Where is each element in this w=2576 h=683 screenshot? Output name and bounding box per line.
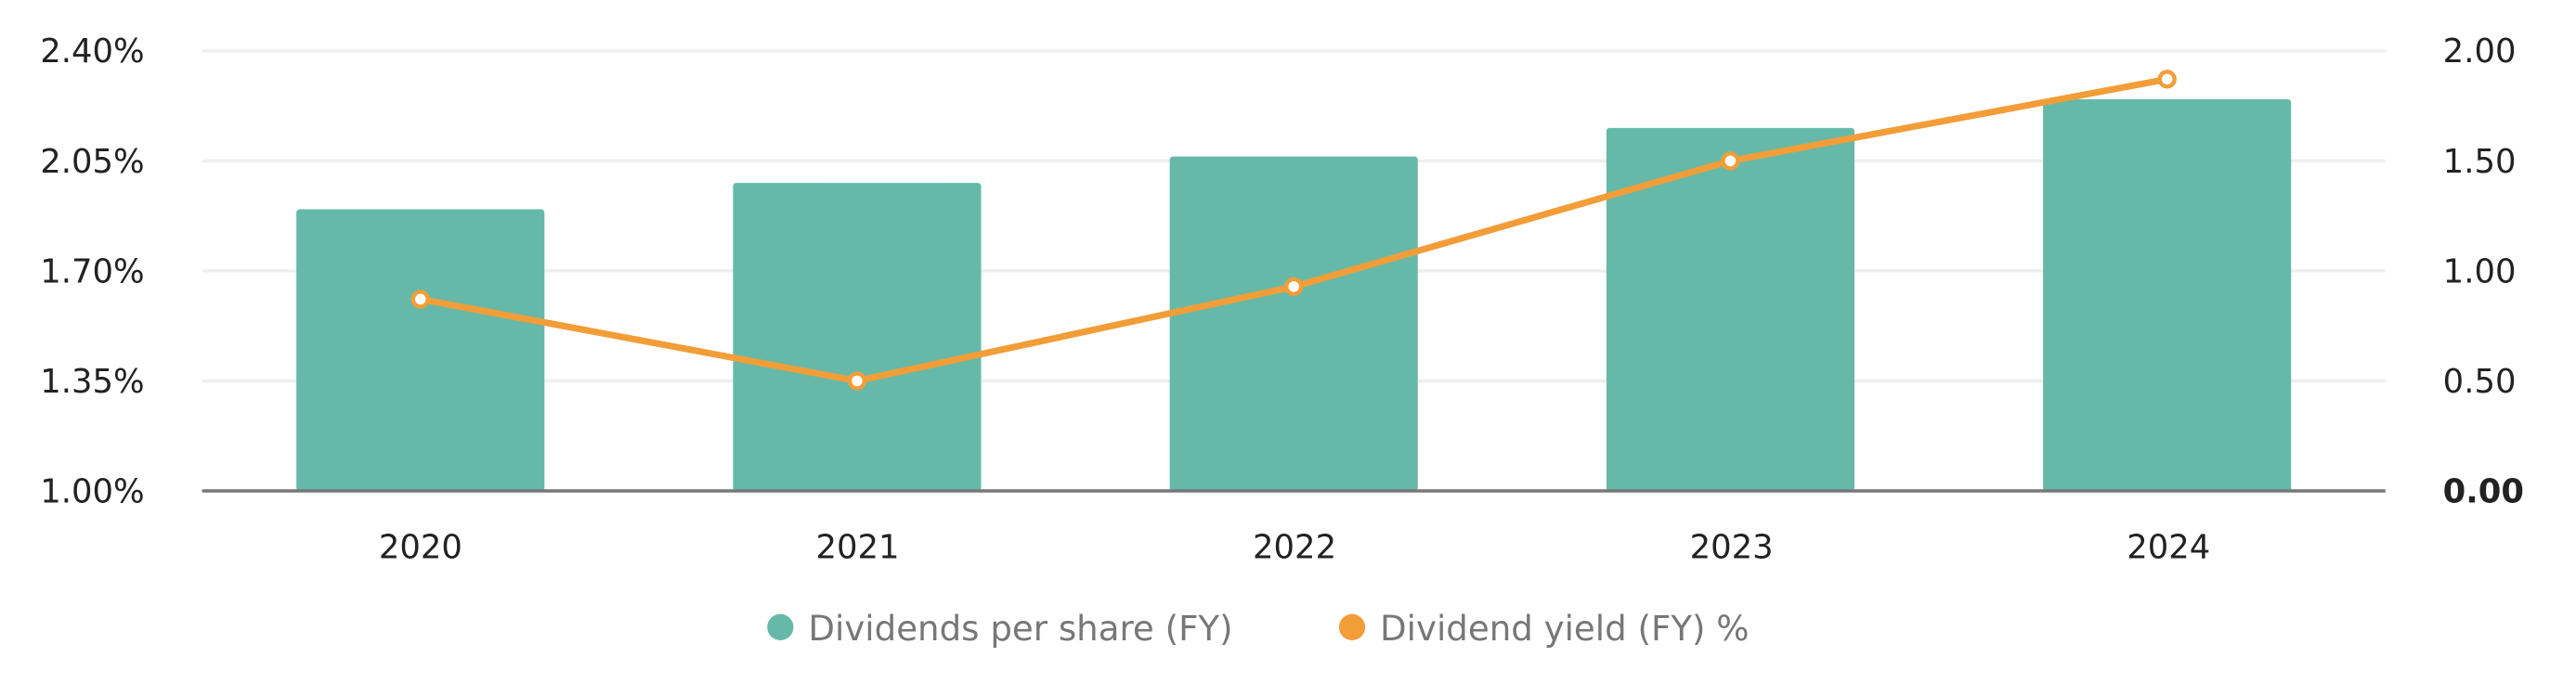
yield-point-2020[interactable] <box>410 290 430 309</box>
yield-line <box>410 70 2177 391</box>
left-tick: 1.35% <box>40 363 144 401</box>
bar-2020[interactable] <box>296 209 545 491</box>
yield-point-2024[interactable] <box>2157 70 2177 89</box>
right-tick: 2.00 <box>2443 32 2517 71</box>
x-tick: 2021 <box>815 529 899 567</box>
legend-item-dividends-per-share[interactable]: Dividends per share (FY) <box>767 609 1233 649</box>
right-tick: 1.50 <box>2443 143 2517 181</box>
yield-point-2022[interactable] <box>1284 277 1304 297</box>
right-tick: 0.50 <box>2443 363 2517 401</box>
right-axis-ticks: 2.00 1.50 1.00 0.50 0.00 <box>2443 32 2524 510</box>
legend-label: Dividend yield (FY) % <box>1380 609 1750 649</box>
legend-label: Dividends per share (FY) <box>808 609 1232 649</box>
right-tick: 1.00 <box>2443 252 2517 290</box>
left-tick: 2.05% <box>40 143 144 181</box>
bar-2021[interactable] <box>733 183 982 491</box>
left-axis-ticks: 2.40% 2.05% 1.70% 1.35% 1.00% <box>40 32 144 510</box>
x-axis-ticks: 2020 2021 2022 2023 2024 <box>379 529 2210 567</box>
legend-item-dividend-yield[interactable]: Dividend yield (FY) % <box>1338 609 1750 649</box>
x-tick: 2024 <box>2127 529 2210 567</box>
bar-2024[interactable] <box>2043 99 2292 491</box>
legend-swatch-teal <box>767 613 794 640</box>
left-tick: 2.40% <box>40 32 144 71</box>
bars <box>296 99 2292 491</box>
yield-point-2023[interactable] <box>1721 151 1740 171</box>
left-tick: 1.70% <box>40 252 144 290</box>
bar-2023[interactable] <box>1606 127 1854 491</box>
right-tick: 0.00 <box>2443 472 2524 510</box>
yield-point-2021[interactable] <box>847 371 867 391</box>
left-tick: 1.00% <box>40 472 144 510</box>
bar-2022[interactable] <box>1169 156 1418 491</box>
x-tick: 2020 <box>379 529 462 567</box>
legend-swatch-orange <box>1338 613 1366 640</box>
x-tick: 2023 <box>1690 529 1774 567</box>
legend: Dividends per share (FY) Dividend yield … <box>767 609 1750 649</box>
x-tick: 2022 <box>1253 529 1336 567</box>
